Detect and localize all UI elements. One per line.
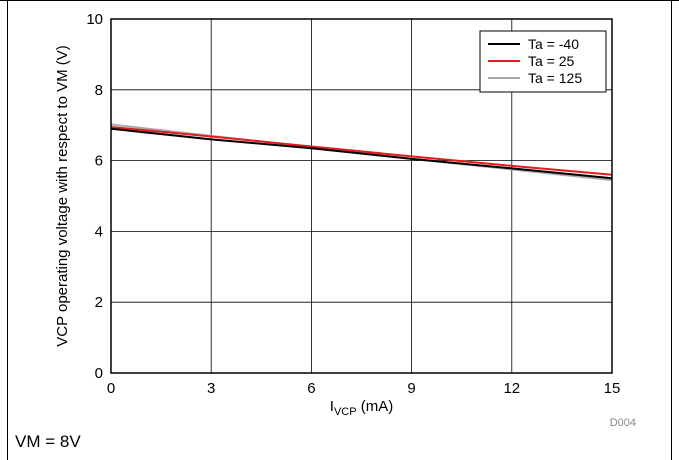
plot-area-border <box>110 18 613 374</box>
series-line <box>110 127 613 180</box>
line-chart: 0 3 6 9 12 15 0 2 4 6 8 10 IVCP (mA) VCP operating… <box>54 11 636 429</box>
y-tick-label: 10 <box>86 11 103 28</box>
x-axis-label-unit: (mA) <box>357 398 394 415</box>
frame-left-border <box>7 0 8 460</box>
y-tick-label: 8 <box>95 82 103 99</box>
x-tick-labels: 0 3 6 9 12 15 <box>107 380 621 397</box>
frame-top-border <box>0 0 679 1</box>
frame-right-border <box>671 0 672 460</box>
y-tick-label: 0 <box>95 365 103 382</box>
x-axis-label-main: I <box>330 398 334 415</box>
y-axis-label: VCP operating voltage with respect to VM… <box>54 45 71 347</box>
x-tick-label: 0 <box>107 380 115 397</box>
y-tick-label: 4 <box>95 223 103 240</box>
legend-label: Ta = 125 <box>528 70 582 86</box>
x-tick-label: 9 <box>407 380 415 397</box>
y-tick-label: 6 <box>95 153 103 170</box>
y-tick-labels: 0 2 4 6 8 10 <box>86 11 103 382</box>
y-tick-label: 2 <box>95 294 103 311</box>
x-tick-label: 6 <box>307 380 315 397</box>
series-lines <box>110 123 613 182</box>
figure-code: D004 <box>610 417 636 429</box>
series-line <box>110 125 613 176</box>
x-tick-label: 15 <box>604 380 621 397</box>
legend-label: Ta = 25 <box>528 53 575 69</box>
x-tick-label: 12 <box>503 380 520 397</box>
x-tick-label: 3 <box>207 380 215 397</box>
legend-label: Ta = -40 <box>528 36 579 52</box>
x-axis-label: IVCP (mA) <box>330 398 393 418</box>
test-condition-note: VM = 8V <box>15 432 81 451</box>
x-axis-label-subscript: VCP <box>334 406 357 418</box>
